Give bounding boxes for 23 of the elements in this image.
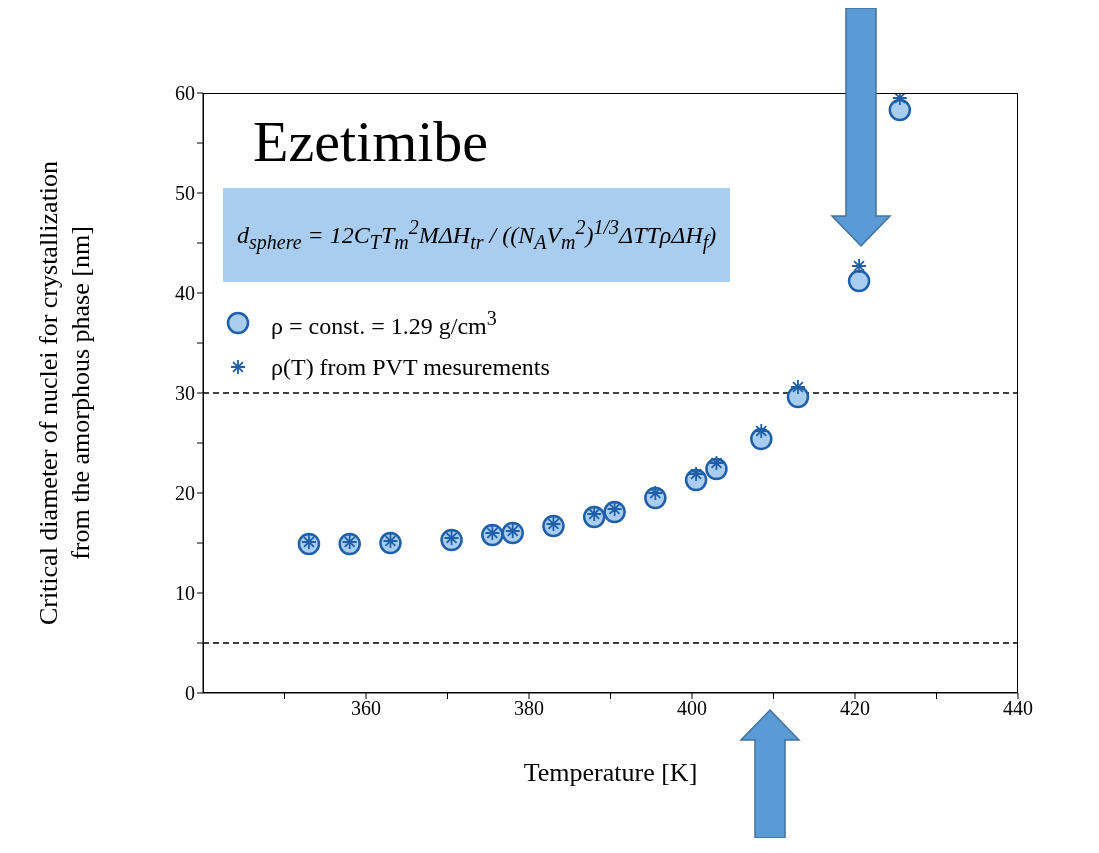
legend-label: ρ = const. = 1.29 g/cm$^{3}$ (271, 306, 497, 339)
y-tick-label: 40 (175, 282, 195, 305)
y-axis-title: Critical diameter of nuclei for crystallization from the amorphous phase [nm] (34, 160, 95, 626)
chart-title: Ezetimibe (253, 108, 489, 175)
point (851, 258, 867, 274)
legend-label: ρ(T) from PVT mesurements (271, 353, 550, 380)
x-tick-label: 420 (840, 697, 870, 720)
x-tick-label: 400 (677, 697, 707, 720)
y-tick-label: 10 (175, 582, 195, 605)
x-tick-label: 380 (514, 697, 544, 720)
point (847, 269, 871, 293)
y-tick-label: 20 (175, 482, 195, 505)
x-tick-label: 360 (351, 697, 381, 720)
text: d$_{sphere}$ = 12C$_{T}$T$_{m}$$^{2}$MΔH$_{tr}$ / ((N$_{A}$V$_{m}$$^{2}$)$^{1/3}$ΔTTρΔH$_{f}$) (237, 216, 717, 253)
y-tick-label: 50 (175, 182, 195, 205)
x-tick-label: 440 (1003, 697, 1033, 720)
y-tick-label: 30 (175, 382, 195, 405)
point (790, 379, 806, 395)
point (891, 93, 908, 106)
y-tick-label: 60 (175, 82, 195, 105)
y-tick-label: 0 (185, 682, 195, 705)
x-axis-title: Temperature [K] (523, 758, 698, 787)
point (888, 98, 912, 122)
